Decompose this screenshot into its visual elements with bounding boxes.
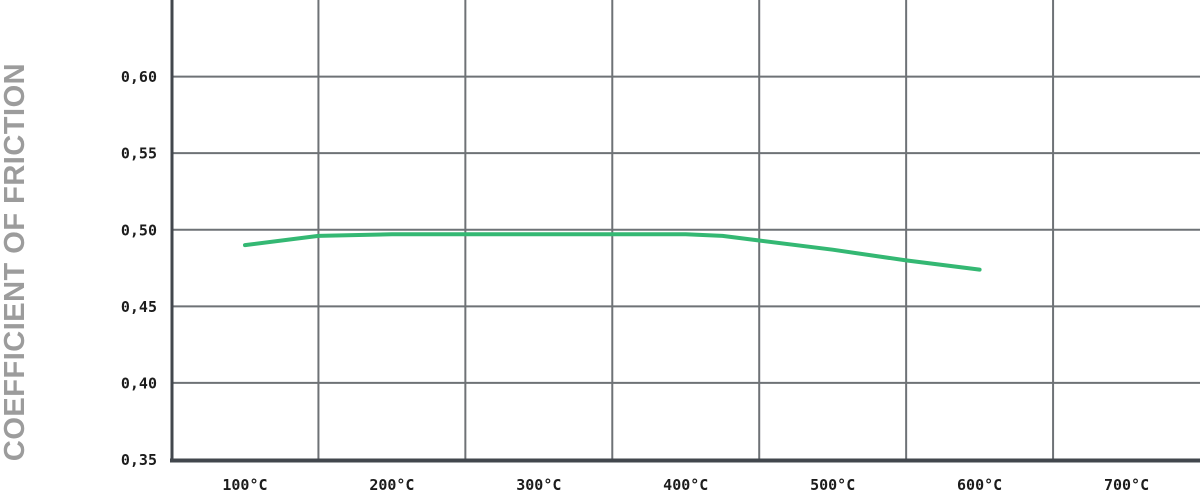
y-tick-label: 0,35 (121, 451, 157, 469)
tick-labels-group: 0,60 0,55 0,50 0,45 0,40 0,35 100°C 200°C 300°C 4… (121, 68, 1149, 494)
y-tick-label: 0,50 (121, 221, 157, 239)
gridlines-group (172, 0, 1200, 460)
x-tick-label: 100°C (222, 476, 267, 494)
y-axis-title: COEFFICIENT OF FRICTION (0, 63, 31, 461)
x-tick-label: 600°C (957, 476, 1002, 494)
y-tick-label: 0,40 (121, 374, 157, 392)
x-tick-label: 400°C (663, 476, 708, 494)
x-tick-label: 700°C (1104, 476, 1149, 494)
x-tick-label: 300°C (516, 476, 561, 494)
x-tick-label: 500°C (810, 476, 855, 494)
x-tick-label: 200°C (369, 476, 414, 494)
y-tick-label: 0,60 (121, 68, 157, 86)
y-tick-label: 0,55 (121, 145, 157, 163)
y-tick-label: 0,45 (121, 298, 157, 316)
